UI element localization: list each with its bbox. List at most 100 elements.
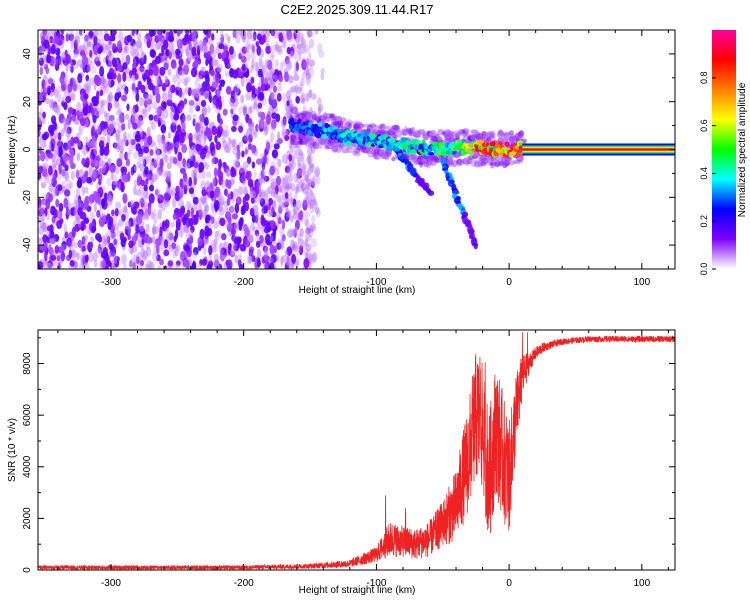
noise-cell — [238, 52, 243, 60]
noise-cell — [59, 75, 65, 85]
noise-cell — [310, 181, 316, 189]
noise-cell — [308, 178, 312, 188]
noise-cell — [158, 167, 162, 176]
noise-cell — [110, 30, 117, 36]
noise-cell — [301, 162, 307, 171]
spectrogram-cells — [38, 30, 675, 269]
noise-cell — [266, 210, 273, 219]
noise-cell — [238, 186, 244, 196]
noise-cell — [44, 251, 48, 262]
noise-cell — [146, 154, 152, 162]
noise-cell — [193, 131, 200, 141]
noise-cell — [91, 139, 97, 149]
noise-cell — [203, 247, 207, 255]
noise-cell — [311, 252, 318, 262]
noise-cell — [242, 196, 247, 207]
noise-cell — [75, 118, 80, 126]
noise-cell — [227, 212, 234, 224]
noise-cell — [248, 106, 252, 114]
noise-cell — [130, 204, 136, 214]
noise-cell — [255, 61, 260, 70]
noise-cell — [285, 59, 292, 69]
noise-cell — [212, 149, 217, 158]
noise-cell — [127, 118, 131, 130]
noise-cell — [102, 78, 108, 89]
noise-cell — [268, 207, 274, 217]
noise-cell — [124, 220, 132, 230]
noise-cell — [157, 30, 163, 36]
noise-cell — [151, 208, 157, 217]
noise-cell — [116, 158, 123, 168]
noise-cell — [101, 198, 106, 208]
noise-cell — [225, 143, 231, 154]
noise-cell — [297, 181, 304, 188]
signal-halo-cell — [470, 129, 479, 134]
noise-cell — [137, 153, 144, 163]
noise-cell — [76, 101, 82, 113]
noise-cell — [309, 199, 314, 208]
noise-cell — [251, 85, 256, 94]
noise-cell — [270, 30, 276, 37]
noise-cell — [298, 148, 303, 157]
noise-cell — [86, 83, 92, 94]
noise-cell — [105, 112, 111, 123]
noise-cell — [197, 263, 202, 269]
noise-cell — [154, 146, 159, 157]
noise-cell — [230, 139, 236, 148]
noise-cell — [149, 148, 154, 157]
noise-cell — [55, 85, 63, 94]
noise-cell — [66, 126, 72, 135]
noise-cell — [38, 166, 44, 174]
noise-cell — [253, 101, 258, 110]
noise-cell — [168, 85, 173, 92]
noise-cell — [71, 249, 77, 259]
noise-cell — [97, 235, 103, 243]
noise-cell — [257, 68, 264, 78]
noise-cell — [317, 43, 323, 53]
noise-cell — [240, 55, 247, 64]
noise-cell — [208, 245, 213, 256]
noise-cell — [276, 92, 282, 102]
noise-cell — [260, 228, 265, 235]
noise-cell — [286, 256, 290, 268]
noise-cell — [316, 175, 321, 185]
noise-cell — [292, 212, 299, 220]
noise-cell — [142, 212, 146, 221]
noise-cell — [113, 253, 118, 265]
noise-cell — [69, 207, 76, 216]
noise-cell — [85, 79, 92, 90]
noise-cell — [258, 188, 263, 197]
noise-cell — [293, 203, 299, 215]
noise-cell — [302, 46, 308, 55]
noise-cell — [305, 191, 309, 202]
noise-cell — [133, 185, 137, 196]
noise-cell — [155, 92, 161, 104]
noise-cell — [250, 50, 256, 61]
noise-cell — [261, 166, 266, 176]
noise-cell — [141, 220, 145, 227]
noise-cell — [134, 73, 139, 80]
noise-cell — [318, 50, 325, 58]
noise-cell — [108, 250, 113, 259]
noise-cell — [76, 59, 84, 67]
noise-cell — [318, 103, 324, 112]
noise-cell — [49, 246, 54, 257]
noise-cell — [167, 260, 174, 267]
noise-cell — [272, 227, 277, 237]
noise-cell — [188, 187, 195, 195]
noise-cell — [172, 213, 177, 221]
noise-cell — [135, 40, 142, 49]
noise-cell — [146, 153, 152, 162]
noise-cell — [250, 76, 255, 84]
noise-cell — [84, 116, 91, 128]
noise-cell — [77, 239, 83, 248]
noise-cell — [155, 254, 161, 262]
noise-cell — [284, 183, 290, 191]
noise-cell — [60, 243, 67, 252]
noise-cell — [216, 90, 223, 97]
noise-cell — [179, 70, 185, 77]
noise-cell — [252, 204, 259, 214]
noise-cell — [49, 230, 55, 239]
noise-cell — [242, 180, 247, 189]
noise-cell — [302, 197, 308, 206]
